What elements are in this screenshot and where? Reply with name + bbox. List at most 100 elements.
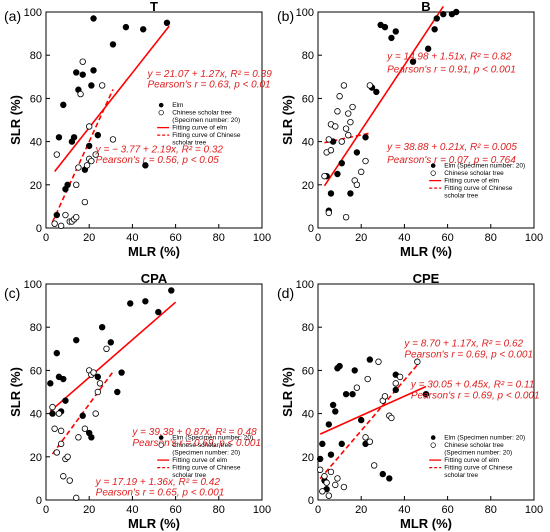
point-scholar-tree bbox=[353, 384, 361, 391]
x-tick-label: 40 bbox=[126, 504, 138, 516]
point-elm bbox=[163, 19, 171, 26]
point-scholar-tree bbox=[75, 434, 82, 441]
point-scholar-tree bbox=[109, 136, 117, 143]
point-elm bbox=[90, 67, 97, 74]
legend-item: (Specimen number: 20) bbox=[444, 450, 512, 457]
point-scholar-tree bbox=[55, 410, 63, 417]
point-elm bbox=[98, 324, 106, 331]
point-elm bbox=[424, 45, 432, 52]
y-tick-label: 40 bbox=[302, 137, 314, 149]
legend-item: Chinese scholar tree bbox=[430, 442, 504, 449]
point-elm bbox=[139, 26, 147, 33]
x-tick-label: 20 bbox=[355, 504, 367, 516]
regression-annotation: Pearson's r = 0.69, p < 0.001 bbox=[404, 349, 533, 360]
legend-swatch-elm bbox=[430, 163, 436, 168]
point-elm bbox=[53, 211, 60, 219]
point-scholar-tree bbox=[92, 410, 99, 417]
point-scholar-tree bbox=[358, 168, 365, 176]
legend-label: Fitting curve of Chinese bbox=[172, 465, 241, 472]
regression-annotation: y = 39.38 + 0.87x, R² = 0.48 bbox=[131, 427, 257, 438]
point-scholar-tree bbox=[342, 125, 350, 132]
point-elm bbox=[351, 367, 358, 374]
x-tick-label: 20 bbox=[83, 504, 95, 516]
point-elm bbox=[79, 412, 86, 419]
x-tick-label: 0 bbox=[43, 504, 49, 516]
y-tick-label: 80 bbox=[302, 322, 314, 334]
legend-item: Elm (Specimen number: 20) bbox=[430, 163, 525, 170]
legend-item: (Specimen number: 20) bbox=[172, 450, 240, 457]
legend-label: Elm (Specimen number: 20) bbox=[444, 435, 525, 442]
point-elm bbox=[94, 373, 102, 381]
point-scholar-tree bbox=[345, 131, 352, 139]
point-scholar-tree bbox=[366, 438, 374, 445]
point-scholar-tree bbox=[347, 118, 354, 126]
point-scholar-tree bbox=[336, 93, 343, 100]
legend-swatch-elm bbox=[158, 102, 164, 108]
y-tick-label: 20 bbox=[30, 452, 42, 464]
legend-label: Chinese scholar tree bbox=[444, 170, 504, 177]
point-scholar-tree bbox=[73, 213, 80, 221]
fit-line-elm bbox=[323, 6, 444, 187]
point-elm bbox=[327, 190, 335, 197]
legend-label: Fitting curve of Chinese bbox=[444, 465, 513, 472]
point-scholar-tree bbox=[51, 425, 58, 432]
x-tick-label: 80 bbox=[485, 232, 497, 244]
y-tick-label: 0 bbox=[36, 495, 42, 507]
point-scholar-tree bbox=[53, 151, 60, 158]
panel-label: (a) bbox=[4, 8, 21, 24]
x-tick-label: 60 bbox=[169, 504, 181, 516]
plot-frame bbox=[45, 11, 263, 229]
point-elm bbox=[362, 134, 369, 141]
point-elm bbox=[338, 159, 345, 167]
panel-label: (d) bbox=[277, 285, 294, 301]
legend-label: Fitting curve of elm bbox=[172, 125, 227, 132]
y-tick-label: 40 bbox=[30, 137, 42, 149]
x-tick-label: 80 bbox=[213, 232, 225, 244]
point-elm bbox=[325, 421, 332, 428]
point-scholar-tree bbox=[340, 82, 348, 89]
point-scholar-tree bbox=[349, 103, 356, 111]
point-scholar-tree bbox=[340, 483, 348, 491]
point-scholar-tree bbox=[327, 468, 335, 476]
point-elm bbox=[85, 142, 93, 150]
point-scholar-tree bbox=[94, 388, 102, 396]
y-tick-label: 0 bbox=[36, 223, 42, 235]
point-elm bbox=[107, 339, 114, 346]
legend-item: Elm (Specimen number: 20) bbox=[430, 435, 525, 442]
point-elm bbox=[388, 34, 395, 42]
y-tick-label: 20 bbox=[302, 452, 314, 464]
legend-label: Fitting curve of Chinese bbox=[172, 132, 241, 139]
point-elm bbox=[64, 181, 71, 188]
point-scholar-tree bbox=[49, 403, 56, 411]
x-tick-label: 0 bbox=[315, 232, 321, 244]
legend-item: Chinese scholar tree bbox=[158, 110, 232, 117]
point-scholar-tree bbox=[81, 198, 89, 206]
regression-annotation: Pearson's r = 0.63, p < 0.01 bbox=[148, 80, 271, 91]
point-scholar-tree bbox=[51, 220, 58, 227]
point-elm bbox=[347, 190, 354, 197]
legend-label: Elm (Specimen number: 20) bbox=[444, 163, 525, 170]
point-elm bbox=[62, 397, 69, 404]
point-elm bbox=[381, 23, 389, 31]
legend-label: Chinese scholar tree bbox=[444, 442, 504, 449]
point-scholar-tree bbox=[323, 479, 330, 486]
regression-annotation: Pearson's r = 0.65, p < 0.001 bbox=[96, 488, 225, 499]
point-elm bbox=[316, 455, 324, 463]
point-elm bbox=[379, 470, 386, 478]
point-scholar-tree bbox=[327, 147, 335, 154]
point-scholar-tree bbox=[73, 494, 80, 502]
fit-line-scholar-tree bbox=[51, 89, 114, 223]
panel-title: CPE bbox=[413, 271, 440, 286]
point-elm bbox=[338, 440, 345, 448]
regression-annotation: Pearson's r = 0.56, p < 0.05 bbox=[96, 155, 220, 166]
point-elm bbox=[353, 149, 361, 156]
point-scholar-tree bbox=[332, 123, 339, 130]
y-tick-label: 0 bbox=[308, 223, 314, 235]
point-scholar-tree bbox=[362, 157, 369, 165]
point-elm bbox=[142, 162, 149, 169]
x-axis-label: MLR (%) bbox=[400, 244, 452, 259]
x-tick-label: 40 bbox=[398, 232, 410, 244]
y-axis-label: SLR (%) bbox=[8, 367, 23, 417]
y-tick-label: 80 bbox=[30, 322, 42, 334]
